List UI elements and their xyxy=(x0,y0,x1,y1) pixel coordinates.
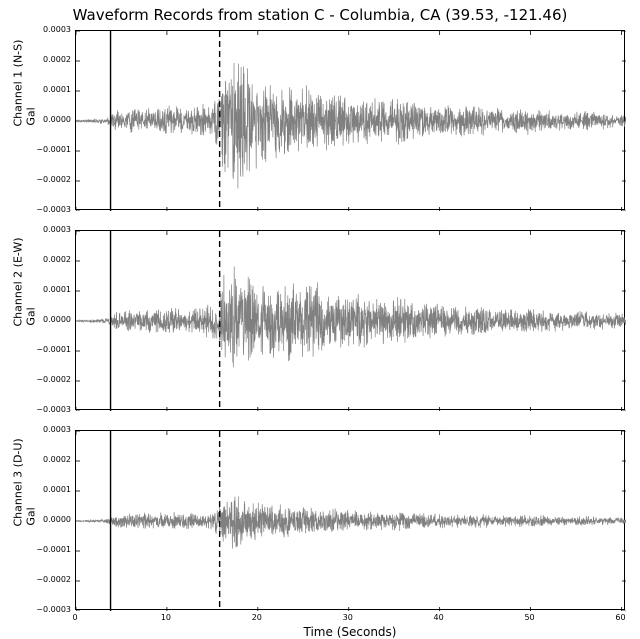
ytick-label: −0.0002 xyxy=(27,376,71,384)
waveform-trace xyxy=(76,63,626,188)
ytick-label: 0.0002 xyxy=(27,456,71,464)
ytick-label: −0.0002 xyxy=(27,576,71,584)
figure: Waveform Records from station C - Columb… xyxy=(0,0,640,638)
ytick-label: 0.0003 xyxy=(27,426,71,434)
ytick-label: 0.0001 xyxy=(27,286,71,294)
ytick-label: −0.0002 xyxy=(27,176,71,184)
xtick-label: 0 xyxy=(72,614,77,622)
xlabel: Time (Seconds) xyxy=(300,625,400,639)
ytick-label: −0.0001 xyxy=(27,146,71,154)
ylabel: Channel 3 (D-U)Gal xyxy=(8,510,28,530)
waveform-svg xyxy=(76,231,626,411)
ytick-label: −0.0003 xyxy=(27,406,71,414)
waveform-panel xyxy=(75,430,625,610)
ytick-label: 0.0002 xyxy=(27,256,71,264)
xtick-label: 40 xyxy=(434,614,444,622)
ylabel: Channel 1 (N-S)Gal xyxy=(8,110,28,130)
waveform-svg xyxy=(76,431,626,611)
xtick-label: 20 xyxy=(252,614,262,622)
waveform-panel xyxy=(75,30,625,210)
ylabel-line2: Gal xyxy=(25,307,38,325)
waveform-trace xyxy=(76,267,626,368)
xtick-label: 60 xyxy=(615,614,625,622)
ytick-label: −0.0001 xyxy=(27,346,71,354)
ytick-label: −0.0003 xyxy=(27,206,71,214)
ylabel: Channel 2 (E-W)Gal xyxy=(8,310,28,330)
ytick-label: 0.0001 xyxy=(27,86,71,94)
xtick-label: 30 xyxy=(343,614,353,622)
ylabel-line2: Gal xyxy=(25,107,38,125)
figure-title: Waveform Records from station C - Columb… xyxy=(0,6,640,24)
xtick-label: 10 xyxy=(161,614,171,622)
ytick-label: 0.0001 xyxy=(27,486,71,494)
waveform-panel xyxy=(75,230,625,410)
ylabel-line1: Channel 3 (D-U) xyxy=(12,507,25,527)
ylabel-line1: Channel 2 (E-W) xyxy=(12,307,25,327)
ytick-label: 0.0003 xyxy=(27,26,71,34)
ytick-label: −0.0003 xyxy=(27,606,71,614)
ylabel-line1: Channel 1 (N-S) xyxy=(12,107,25,127)
ylabel-line2: Gal xyxy=(25,507,38,525)
ytick-label: −0.0001 xyxy=(27,546,71,554)
waveform-svg xyxy=(76,31,626,211)
ytick-label: 0.0003 xyxy=(27,226,71,234)
xtick-label: 50 xyxy=(524,614,534,622)
ytick-label: 0.0002 xyxy=(27,56,71,64)
waveform-trace xyxy=(76,496,626,548)
